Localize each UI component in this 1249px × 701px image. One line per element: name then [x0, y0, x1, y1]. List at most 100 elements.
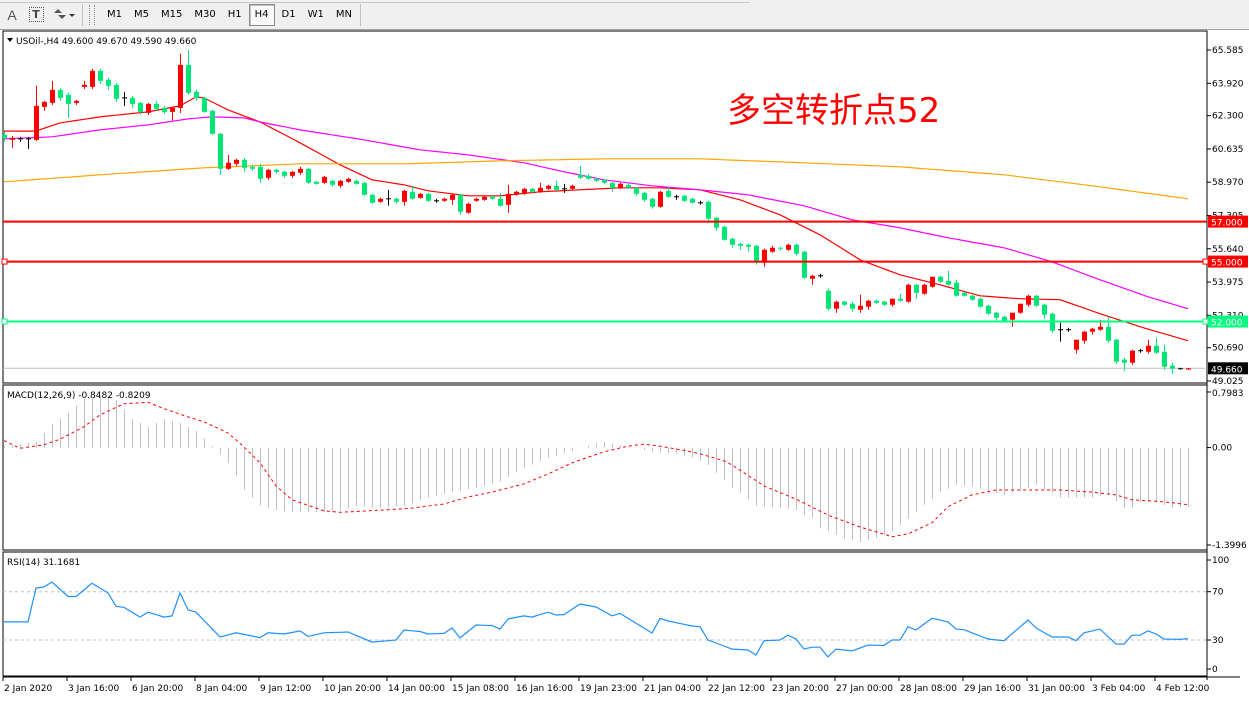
- candle-body: [1170, 365, 1175, 369]
- candle: [930, 276, 935, 288]
- candle-body: [770, 247, 775, 252]
- rsi-tick-label: 30: [1212, 636, 1224, 646]
- candle-body: [186, 64, 191, 93]
- time-tick-label: 2 Jan 2020: [4, 684, 52, 694]
- candle: [1122, 357, 1127, 371]
- text-tool-button[interactable]: A: [1, 4, 23, 26]
- time-tick-label: 31 Jan 00:00: [1028, 684, 1085, 694]
- candle: [258, 163, 263, 183]
- candle: [1138, 348, 1143, 353]
- candle-body: [826, 290, 831, 309]
- arrows-tool-button[interactable]: [49, 4, 79, 26]
- price-tick-label: 63.920: [1212, 79, 1244, 89]
- time-tick-label: 22 Jan 12:00: [708, 684, 765, 694]
- candle-body: [706, 201, 711, 219]
- candle: [1090, 327, 1095, 335]
- candle: [34, 85, 39, 141]
- level-anchor-handle: [1202, 258, 1209, 265]
- candle: [682, 194, 687, 202]
- candle: [722, 225, 727, 241]
- timeframe-m15-button[interactable]: M15: [161, 9, 183, 20]
- candle-body: [34, 105, 39, 140]
- candle: [714, 216, 719, 231]
- candle-body: [306, 168, 311, 183]
- candle: [538, 182, 543, 193]
- candle: [674, 194, 679, 200]
- candle-body: [962, 292, 967, 296]
- candle-body: [1034, 295, 1039, 306]
- candle-body: [2, 134, 7, 138]
- macd-histogram: [4, 396, 1189, 543]
- candle: [114, 82, 119, 102]
- candle-body: [146, 103, 151, 113]
- candle-body: [938, 276, 943, 282]
- candle-body: [874, 300, 879, 303]
- time-tick-label: 9 Jan 12:00: [260, 684, 312, 694]
- candle: [322, 175, 327, 184]
- candle-body: [106, 79, 111, 86]
- candle: [834, 300, 839, 313]
- candle: [122, 91, 127, 106]
- candle-body: [650, 198, 655, 207]
- rsi-tick-label: 100: [1212, 556, 1229, 566]
- candle-body: [970, 295, 975, 300]
- candle: [330, 179, 335, 187]
- candle-body: [322, 176, 327, 183]
- candle-body: [202, 97, 207, 112]
- candle: [146, 102, 151, 115]
- candle: [186, 49, 191, 95]
- candle: [530, 187, 535, 193]
- timeframe-w1-button[interactable]: W1: [307, 9, 324, 20]
- candle-body: [682, 195, 687, 201]
- candle: [1170, 362, 1175, 374]
- candle-body: [282, 171, 287, 176]
- candle: [890, 298, 895, 307]
- time-tick-label: 14 Jan 00:00: [388, 684, 445, 694]
- time-tick-label: 19 Jan 23:00: [580, 684, 637, 694]
- candle-body: [858, 305, 863, 310]
- candle: [506, 184, 511, 213]
- candle-body: [442, 198, 447, 201]
- candle-body: [298, 168, 303, 173]
- timeframe-m30-button[interactable]: M30: [194, 9, 216, 20]
- candle-body: [570, 185, 575, 189]
- candle: [1018, 303, 1023, 314]
- candle: [458, 193, 463, 215]
- candle-body: [810, 275, 815, 279]
- timeframe-h4-button[interactable]: H4: [248, 3, 275, 26]
- candle: [794, 243, 799, 256]
- candle-body: [626, 184, 631, 188]
- candle: [1186, 368, 1191, 370]
- timeframe-h1-button[interactable]: H1: [227, 9, 242, 20]
- candle: [498, 192, 503, 207]
- candle: [826, 288, 831, 311]
- text-label-tool-button[interactable]: T: [25, 4, 47, 26]
- timeframe-d1-button[interactable]: D1: [281, 9, 296, 20]
- candle-body: [1122, 359, 1127, 363]
- candle-body: [746, 244, 751, 247]
- candle-body: [914, 284, 919, 293]
- timeframe-m1-button[interactable]: M1: [107, 9, 122, 20]
- timeframe-mn-button[interactable]: MN: [335, 9, 352, 20]
- candle: [610, 181, 615, 192]
- candle: [738, 242, 743, 250]
- time-tick-label: 27 Jan 00:00: [836, 684, 893, 694]
- candle-body: [266, 169, 271, 178]
- text-tool-icon: A: [7, 6, 17, 23]
- time-tick-label: 15 Jan 08:00: [452, 684, 509, 694]
- rsi-line: [4, 581, 1189, 658]
- candle-body: [1098, 326, 1103, 330]
- candle-body: [362, 182, 367, 195]
- toolbar-grip[interactable]: [89, 4, 95, 25]
- candle: [954, 279, 959, 297]
- moving-average-line-3: [3, 158, 1189, 200]
- candle: [482, 195, 487, 201]
- candle: [58, 87, 63, 101]
- timeframe-m5-button[interactable]: M5: [134, 9, 149, 20]
- candle: [946, 270, 951, 286]
- candle-body: [618, 183, 623, 188]
- rsi-tick-label: 0: [1212, 665, 1218, 675]
- candle: [2, 131, 7, 142]
- level-price-tag: [1208, 255, 1248, 268]
